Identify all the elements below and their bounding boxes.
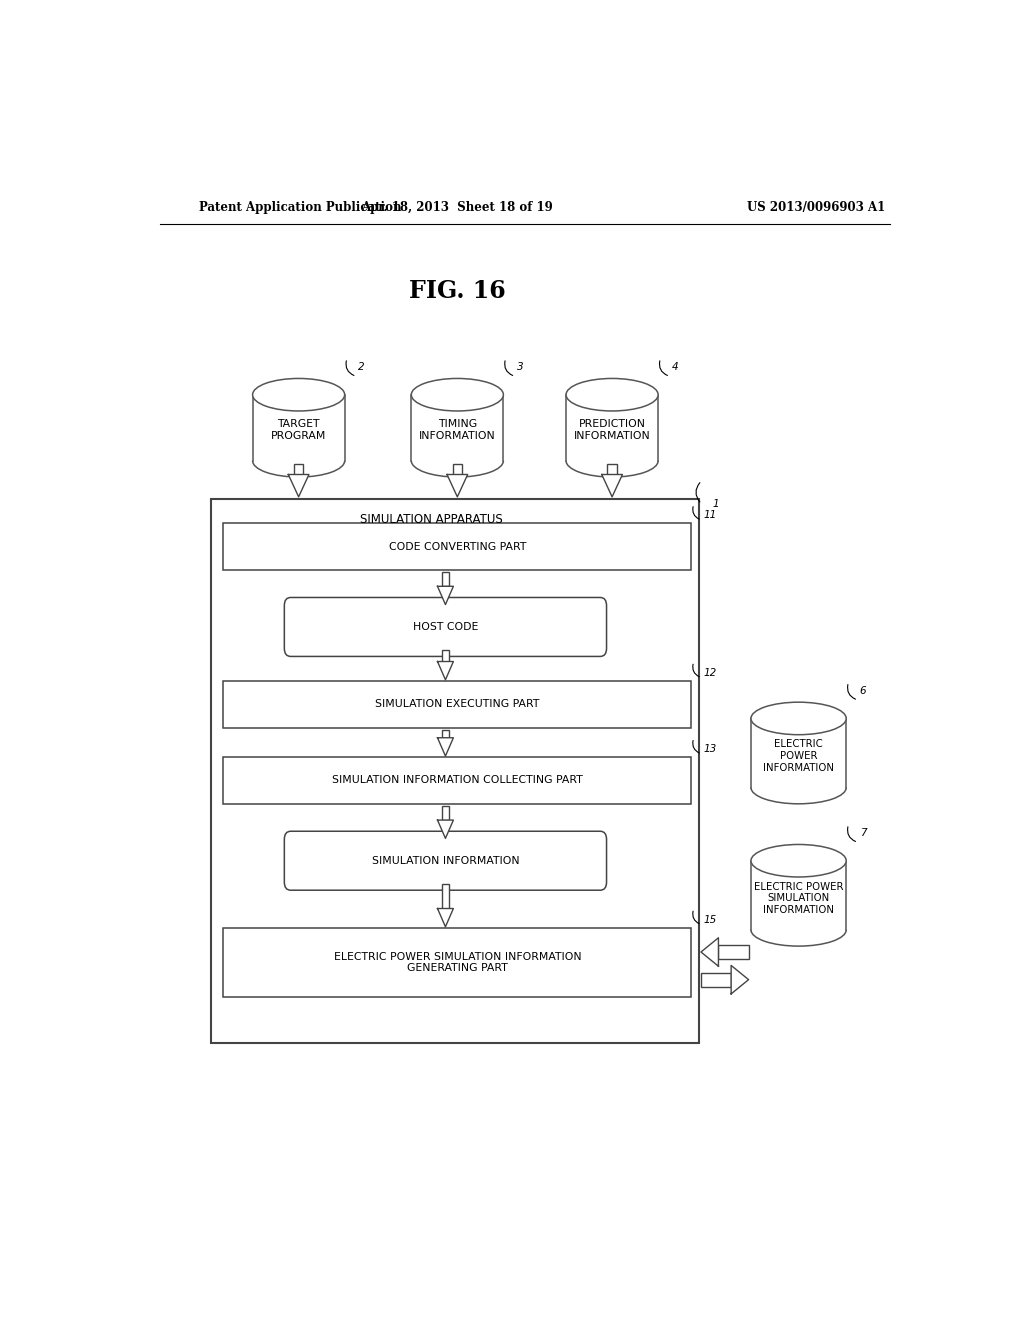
Text: ELECTRIC POWER SIMULATION INFORMATION
GENERATING PART: ELECTRIC POWER SIMULATION INFORMATION GE… — [334, 952, 582, 973]
Text: 7: 7 — [860, 829, 866, 838]
FancyBboxPatch shape — [285, 832, 606, 890]
Text: SIMULATION INFORMATION: SIMULATION INFORMATION — [372, 855, 519, 866]
Text: TARGET
PROGRAM: TARGET PROGRAM — [271, 418, 327, 441]
Bar — [607, 463, 616, 474]
Polygon shape — [437, 661, 454, 680]
Text: ELECTRIC
POWER
INFORMATION: ELECTRIC POWER INFORMATION — [763, 739, 835, 772]
Bar — [223, 758, 691, 804]
Polygon shape — [437, 820, 454, 838]
Text: Patent Application Publication: Patent Application Publication — [200, 201, 402, 214]
Text: 2: 2 — [358, 363, 365, 372]
Text: 11: 11 — [703, 511, 717, 520]
Bar — [453, 463, 462, 474]
Text: 4: 4 — [672, 363, 678, 372]
Bar — [719, 945, 749, 960]
Bar — [294, 463, 303, 474]
Polygon shape — [289, 474, 309, 496]
FancyBboxPatch shape — [285, 598, 606, 656]
Text: Apr. 18, 2013  Sheet 18 of 19: Apr. 18, 2013 Sheet 18 of 19 — [361, 201, 553, 214]
Text: 13: 13 — [703, 744, 717, 754]
Bar — [442, 572, 449, 586]
Bar — [211, 499, 699, 1043]
Text: SIMULATION APPARATUS: SIMULATION APPARATUS — [360, 512, 503, 525]
Bar — [412, 395, 504, 461]
Text: ELECTRIC POWER
SIMULATION
INFORMATION: ELECTRIC POWER SIMULATION INFORMATION — [754, 882, 844, 915]
Bar — [223, 523, 691, 570]
Text: TIMING
INFORMATION: TIMING INFORMATION — [419, 418, 496, 441]
Text: 6: 6 — [860, 686, 866, 696]
Ellipse shape — [751, 845, 846, 876]
Text: HOST CODE: HOST CODE — [413, 622, 478, 632]
Ellipse shape — [253, 379, 345, 411]
Polygon shape — [437, 586, 454, 605]
Bar — [751, 861, 846, 929]
Bar — [751, 718, 846, 788]
Bar — [253, 395, 345, 461]
Bar — [566, 395, 658, 461]
Bar — [701, 973, 731, 987]
Bar — [442, 884, 449, 908]
Text: SIMULATION EXECUTING PART: SIMULATION EXECUTING PART — [375, 700, 540, 709]
Bar — [442, 805, 449, 820]
Text: 15: 15 — [703, 915, 717, 925]
Text: 1: 1 — [712, 499, 719, 510]
Ellipse shape — [566, 379, 658, 411]
Ellipse shape — [412, 379, 504, 411]
Text: 3: 3 — [517, 363, 523, 372]
Text: 12: 12 — [703, 668, 717, 677]
Text: FIG. 16: FIG. 16 — [409, 279, 506, 302]
Polygon shape — [701, 937, 719, 966]
Ellipse shape — [751, 702, 846, 735]
Polygon shape — [602, 474, 623, 496]
Text: CODE CONVERTING PART: CODE CONVERTING PART — [389, 541, 526, 552]
Polygon shape — [437, 738, 454, 756]
Bar — [223, 681, 691, 727]
Polygon shape — [447, 474, 468, 496]
Polygon shape — [731, 965, 749, 994]
Bar — [442, 651, 449, 661]
Bar — [442, 730, 449, 738]
Polygon shape — [437, 908, 454, 927]
Bar — [223, 928, 691, 997]
Text: PREDICTION
INFORMATION: PREDICTION INFORMATION — [573, 418, 650, 441]
Text: SIMULATION INFORMATION COLLECTING PART: SIMULATION INFORMATION COLLECTING PART — [332, 775, 583, 785]
Text: US 2013/0096903 A1: US 2013/0096903 A1 — [748, 201, 886, 214]
